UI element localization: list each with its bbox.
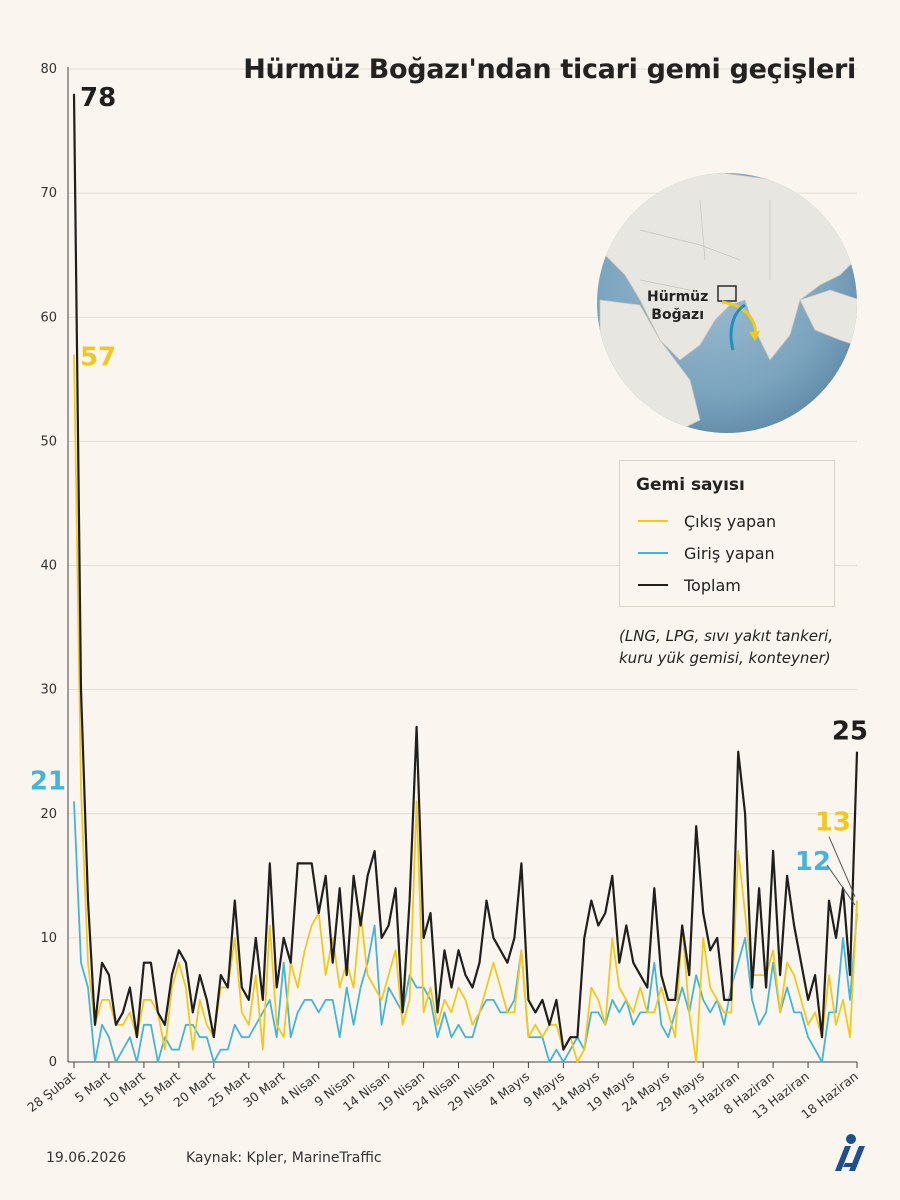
legend-item-giris: Giriş yapan	[638, 543, 775, 563]
source-text: Kaynak: Kpler, MarineTraffic	[186, 1150, 382, 1166]
x-tick-label: 28 Şubat	[24, 1068, 78, 1115]
y-tick-label: 0	[49, 1055, 57, 1070]
y-tick-label: 50	[40, 434, 57, 449]
legend-label-cikis: Çıkış yapan	[684, 511, 777, 531]
legend-item-cikis: Çıkış yapan	[638, 511, 776, 531]
label-toplam-end: 25	[832, 717, 868, 747]
grid-lines	[67, 67, 857, 1063]
annotations: 78 57 21 25 13 12	[30, 83, 868, 906]
legend-label-toplam: Toplam	[684, 575, 741, 595]
y-tick-label: 20	[40, 807, 57, 822]
y-tick-label: 80	[40, 62, 57, 77]
vessel-type-note: (LNG, LPG, sıvı yakıt tankeri, kuru yük …	[619, 627, 834, 667]
y-tick-label: 70	[40, 186, 57, 201]
map-label-line2: Boğazı	[651, 307, 704, 323]
aa-logo-icon	[835, 1134, 865, 1171]
legend-item-toplam: Toplam	[638, 575, 741, 595]
label-toplam-start: 78	[80, 83, 116, 113]
y-tick-label: 40	[40, 559, 57, 574]
leader-line-giris	[826, 864, 856, 906]
legend-swatch-giris	[638, 552, 668, 554]
y-tick-label: 10	[40, 931, 57, 946]
label-giris-start: 21	[30, 766, 66, 796]
label-giris-end: 12	[795, 847, 831, 877]
y-tick-label: 30	[40, 683, 57, 698]
series-line-giris	[73, 801, 858, 1063]
publish-date: 19.06.2026	[46, 1150, 127, 1166]
label-cikis-end: 13	[815, 808, 851, 838]
legend-swatch-toplam	[638, 584, 668, 586]
y-axis-ticks: 0 10 20 30 40 50 60 70 80	[40, 62, 57, 1070]
legend-swatch-cikis	[638, 520, 668, 522]
map-label-line1: Hürmüz	[647, 289, 709, 305]
legend-label-giris: Giriş yapan	[684, 543, 775, 563]
legend: Gemi sayısı Çıkış yapan Giriş yapan Topl…	[619, 460, 835, 607]
series-lines	[72, 93, 859, 1063]
y-tick-label: 60	[40, 310, 57, 325]
label-cikis-start: 57	[80, 342, 116, 372]
chart-title: Hürmüz Boğazı'ndan ticari gemi geçişleri	[243, 54, 856, 85]
series-line-cikis	[73, 354, 858, 1063]
series-line-toplam	[72, 93, 859, 1051]
leader-line-cikis	[828, 836, 856, 897]
map-label: Hürmüz Boğazı	[647, 288, 708, 324]
legend-title: Gemi sayısı	[636, 475, 745, 495]
